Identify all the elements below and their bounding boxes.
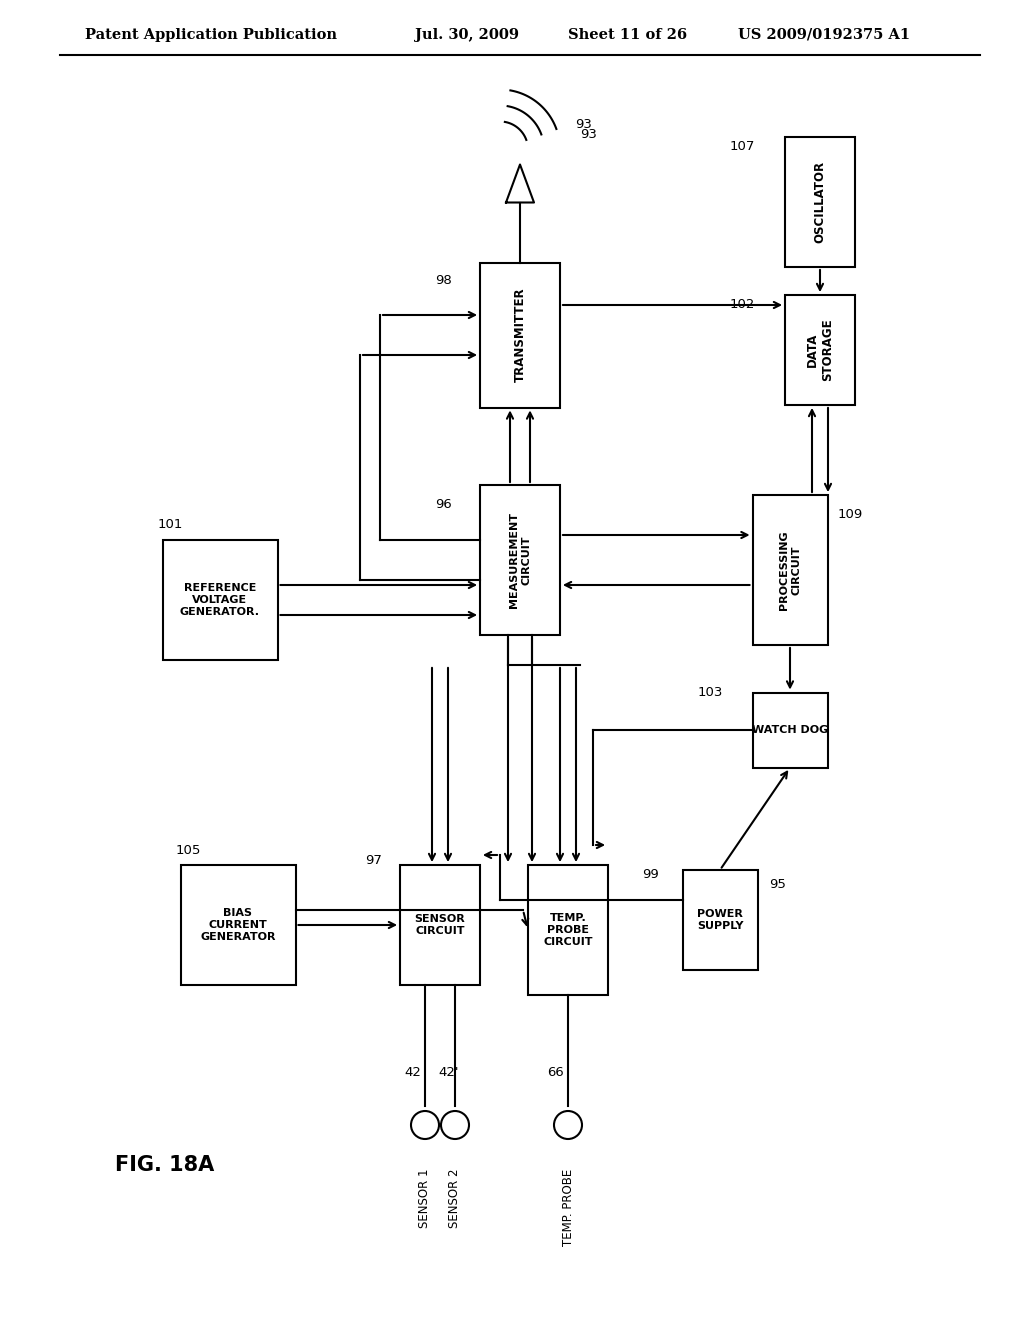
Text: BIAS
CURRENT
GENERATOR: BIAS CURRENT GENERATOR <box>201 908 275 942</box>
Text: TRANSMITTER: TRANSMITTER <box>513 288 526 383</box>
Text: 42': 42' <box>438 1067 459 1080</box>
Text: SENSOR 2: SENSOR 2 <box>449 1170 462 1229</box>
Bar <box>785 294 855 405</box>
Text: 98: 98 <box>435 273 452 286</box>
Text: 93: 93 <box>580 128 597 141</box>
Bar <box>480 263 560 408</box>
Text: 102: 102 <box>730 298 756 312</box>
Bar <box>180 865 296 985</box>
Text: TEMP.
PROBE
CIRCUIT: TEMP. PROBE CIRCUIT <box>544 912 593 948</box>
Bar <box>400 865 480 985</box>
Text: 99: 99 <box>642 869 659 882</box>
Text: OSCILLATOR: OSCILLATOR <box>813 161 826 243</box>
Text: SENSOR 1: SENSOR 1 <box>419 1170 431 1229</box>
Bar <box>753 495 827 645</box>
Text: Patent Application Publication: Patent Application Publication <box>85 28 337 42</box>
Bar <box>163 540 278 660</box>
Text: 109: 109 <box>838 508 863 521</box>
Text: 101: 101 <box>158 519 183 532</box>
Text: 95: 95 <box>769 879 786 891</box>
Text: DATA
STORAGE: DATA STORAGE <box>806 318 835 381</box>
Text: Sheet 11 of 26: Sheet 11 of 26 <box>568 28 687 42</box>
Text: PROCESSING
CIRCUIT: PROCESSING CIRCUIT <box>779 531 801 610</box>
Bar <box>480 484 560 635</box>
Text: 107: 107 <box>730 140 756 153</box>
Text: POWER
SUPPLY: POWER SUPPLY <box>696 908 743 931</box>
Text: WATCH DOG: WATCH DOG <box>752 725 828 735</box>
Text: 42: 42 <box>404 1067 422 1080</box>
Text: FIG. 18A: FIG. 18A <box>115 1155 214 1175</box>
Text: 103: 103 <box>697 685 723 698</box>
Text: US 2009/0192375 A1: US 2009/0192375 A1 <box>738 28 910 42</box>
Text: 93: 93 <box>575 117 592 131</box>
Text: REFERENCE
VOLTAGE
GENERATOR.: REFERENCE VOLTAGE GENERATOR. <box>180 582 260 618</box>
Text: 96: 96 <box>435 499 452 511</box>
Text: Jul. 30, 2009: Jul. 30, 2009 <box>415 28 519 42</box>
Text: 66: 66 <box>548 1067 564 1080</box>
Text: MEASUREMENT
CIRCUIT: MEASUREMENT CIRCUIT <box>509 512 531 609</box>
Text: 105: 105 <box>175 843 201 857</box>
Text: SENSOR
CIRCUIT: SENSOR CIRCUIT <box>415 913 465 936</box>
Text: TEMP. PROBE: TEMP. PROBE <box>561 1170 574 1246</box>
Text: 97: 97 <box>365 854 382 866</box>
Bar <box>753 693 827 767</box>
Bar <box>785 137 855 267</box>
Bar <box>683 870 758 970</box>
Bar <box>528 865 608 995</box>
